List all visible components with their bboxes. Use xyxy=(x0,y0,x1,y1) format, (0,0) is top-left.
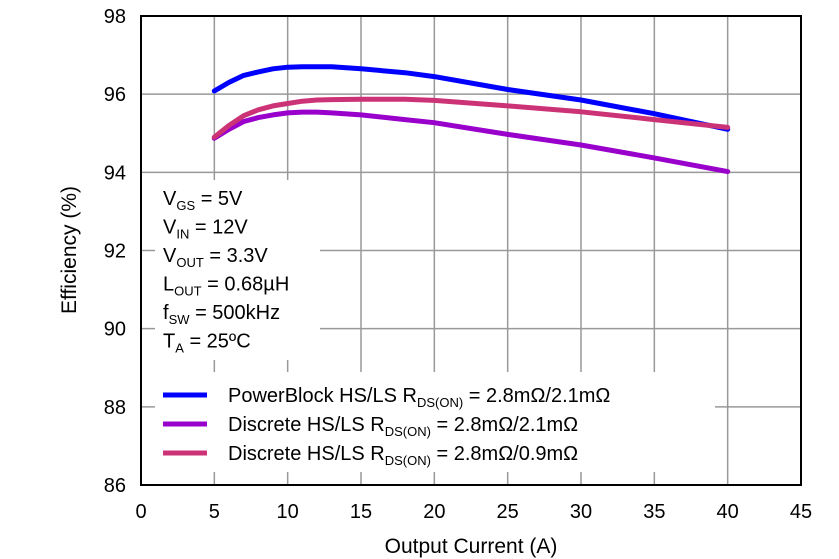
legend-label: Discrete HS/LS RDS(ON) = 2.8mΩ/0.9mΩ xyxy=(228,443,578,468)
y-tick-label: 86 xyxy=(104,475,126,497)
x-tick-label: 40 xyxy=(717,501,739,523)
x-tick-label: 10 xyxy=(277,501,299,523)
annotation-line: fSW = 500kHz xyxy=(163,302,280,327)
series-line-2 xyxy=(211,96,731,140)
annotation-line: TA = 25ºC xyxy=(163,331,251,356)
series-line-1 xyxy=(211,109,731,175)
annotation-background xyxy=(155,180,320,360)
x-tick-label: 45 xyxy=(790,501,812,523)
legend-background xyxy=(155,372,715,472)
plot-frame xyxy=(140,15,802,486)
legend: PowerBlock HS/LS RDS(ON) = 2.8mΩ/2.1mΩ Di… xyxy=(163,385,610,468)
y-axis-label: Efficiency (%) xyxy=(58,186,81,314)
x-tick-label: 35 xyxy=(643,501,665,523)
x-axis-label: Output Current (A) xyxy=(385,535,558,558)
legend-label: PowerBlock HS/LS RDS(ON) = 2.8mΩ/2.1mΩ xyxy=(228,385,610,410)
annotation-line: VIN = 12V xyxy=(163,217,248,242)
y-tick-label: 96 xyxy=(104,84,126,106)
annotation-line: LOUT = 0.68µH xyxy=(163,274,289,299)
y-tick-label: 98 xyxy=(104,6,126,28)
conditions-annotation: VGS = 5V VIN = 12V VOUT = 3.3V LOUT = 0.68µ… xyxy=(163,188,289,356)
x-tick-label: 20 xyxy=(423,501,445,523)
x-tick-label: 5 xyxy=(209,501,220,523)
y-tick-label: 90 xyxy=(104,319,126,341)
y-tick-label: 94 xyxy=(104,162,126,184)
series-lines xyxy=(211,64,731,175)
annotation-line: VOUT = 3.3V xyxy=(163,245,268,270)
x-tick-label: 0 xyxy=(135,501,146,523)
x-tick-label: 30 xyxy=(570,501,592,523)
x-tick-label: 25 xyxy=(497,501,519,523)
legend-label: Discrete HS/LS RDS(ON) = 2.8mΩ/2.1mΩ xyxy=(228,414,578,439)
x-tick-label: 15 xyxy=(350,501,372,523)
tick-labels: 0 5 10 15 20 25 30 35 40 45 86 88 90 92 94 96 98 xyxy=(104,6,812,523)
annotation-line: VGS = 5V xyxy=(163,188,243,213)
series-line-0 xyxy=(211,64,731,132)
y-tick-label: 92 xyxy=(104,241,126,263)
y-tick-label: 88 xyxy=(104,397,126,419)
